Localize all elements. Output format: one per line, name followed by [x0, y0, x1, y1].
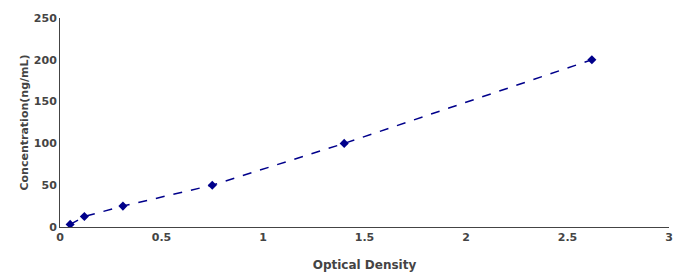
svg-text:0: 0: [49, 221, 57, 234]
svg-text:200: 200: [34, 54, 57, 67]
svg-text:1: 1: [259, 231, 267, 244]
svg-text:150: 150: [34, 95, 57, 108]
svg-text:Optical Density: Optical Density: [313, 258, 417, 272]
svg-text:100: 100: [34, 137, 57, 150]
svg-text:0: 0: [56, 231, 64, 244]
svg-text:2: 2: [462, 231, 470, 244]
svg-text:Concentration(ng/mL): Concentration(ng/mL): [18, 54, 31, 190]
svg-text:2.5: 2.5: [558, 231, 578, 244]
svg-text:0.5: 0.5: [152, 231, 172, 244]
svg-text:50: 50: [41, 179, 57, 192]
svg-text:250: 250: [34, 12, 57, 25]
svg-text:1.5: 1.5: [355, 231, 375, 244]
svg-text:3: 3: [665, 231, 673, 244]
